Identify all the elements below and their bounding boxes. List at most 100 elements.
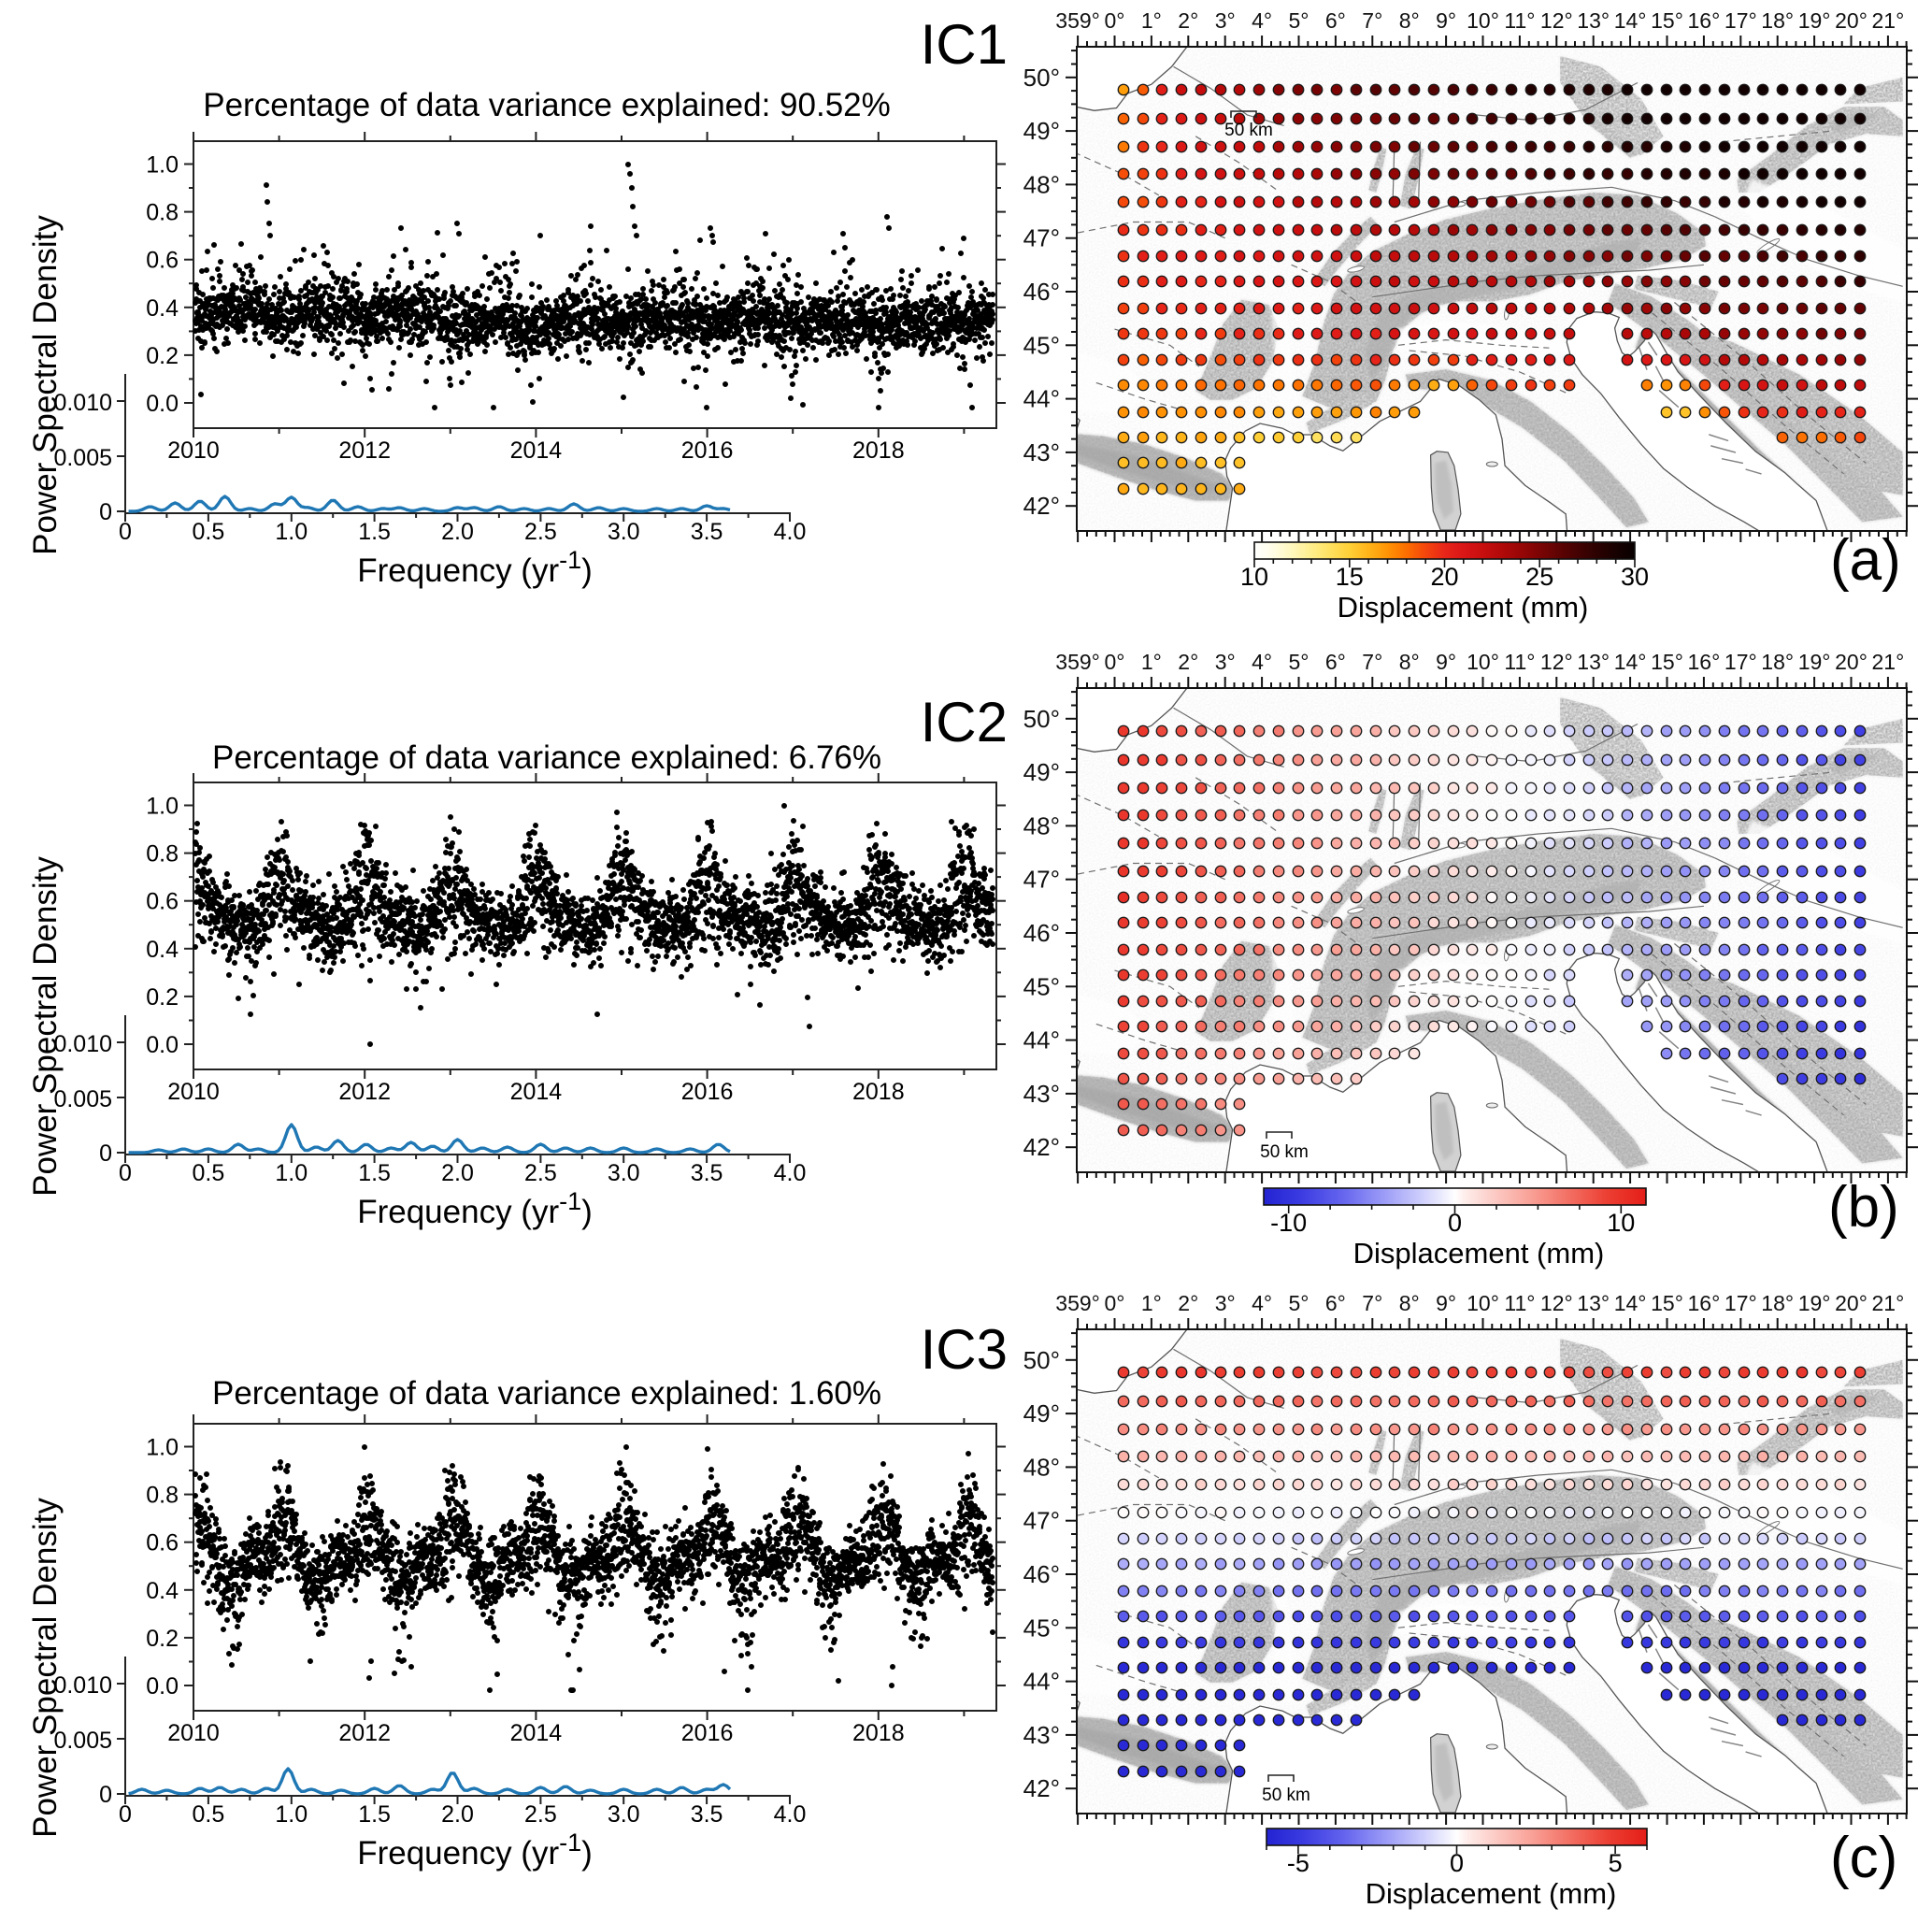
svg-text:25: 25 — [1525, 563, 1553, 591]
svg-text:2014: 2014 — [510, 1079, 563, 1105]
svg-text:Power Spectral Density: Power Spectral Density — [27, 856, 64, 1197]
svg-text:2016: 2016 — [681, 1079, 734, 1105]
svg-text:10: 10 — [1240, 563, 1268, 591]
svg-text:3.0: 3.0 — [608, 519, 640, 545]
svg-text:2012: 2012 — [338, 437, 391, 464]
svg-text:1.0: 1.0 — [146, 794, 179, 820]
svg-text:3.0: 3.0 — [608, 1160, 640, 1186]
svg-text:Power Spectral Density: Power Spectral Density — [27, 1498, 64, 1838]
svg-text:0.4: 0.4 — [146, 1578, 179, 1604]
svg-text:2.5: 2.5 — [524, 1801, 557, 1828]
svg-text:2014: 2014 — [510, 1720, 563, 1746]
svg-text:50 km: 50 km — [1262, 1786, 1310, 1805]
svg-text:0.0: 0.0 — [146, 1673, 179, 1700]
svg-text:1.0: 1.0 — [146, 152, 179, 179]
svg-text:0: 0 — [1448, 1209, 1462, 1237]
svg-text:2010: 2010 — [167, 437, 220, 464]
svg-text:0: 0 — [119, 1160, 132, 1186]
svg-text:(c): (c) — [1830, 1826, 1897, 1890]
svg-text:2018: 2018 — [852, 437, 905, 464]
svg-text:2010: 2010 — [167, 1720, 220, 1746]
svg-text:Frequency (yr-1): Frequency (yr-1) — [357, 1829, 593, 1872]
svg-text:1.0: 1.0 — [275, 1801, 308, 1828]
svg-text:Percentage of data variance ex: Percentage of data variance explained: 1… — [212, 1375, 881, 1412]
svg-text:1.0: 1.0 — [146, 1435, 179, 1461]
svg-text:(a): (a) — [1830, 528, 1901, 593]
svg-text:1.0: 1.0 — [275, 519, 308, 545]
svg-text:-5: -5 — [1287, 1849, 1309, 1877]
svg-text:4.0: 4.0 — [774, 1801, 807, 1828]
svg-text:0.0: 0.0 — [146, 391, 179, 417]
svg-text:4.0: 4.0 — [774, 1160, 807, 1186]
svg-text:2010: 2010 — [167, 1079, 220, 1105]
svg-text:0.6: 0.6 — [146, 1530, 179, 1556]
svg-text:0.5: 0.5 — [193, 1160, 225, 1186]
svg-text:0.010: 0.010 — [53, 390, 112, 416]
svg-text:0: 0 — [99, 499, 112, 525]
svg-text:1.5: 1.5 — [358, 1801, 391, 1828]
svg-text:1.0: 1.0 — [275, 1160, 308, 1186]
svg-text:1.5: 1.5 — [358, 519, 391, 545]
svg-text:20: 20 — [1430, 563, 1458, 591]
svg-text:IC1: IC1 — [921, 13, 1008, 76]
svg-text:0: 0 — [99, 1140, 112, 1167]
svg-text:0.005: 0.005 — [53, 1728, 112, 1754]
svg-text:2012: 2012 — [338, 1720, 391, 1746]
svg-text:IC3: IC3 — [921, 1318, 1008, 1381]
svg-text:2018: 2018 — [852, 1079, 905, 1105]
svg-text:0.005: 0.005 — [53, 445, 112, 471]
svg-text:0: 0 — [119, 519, 132, 545]
svg-text:3.0: 3.0 — [608, 1801, 640, 1828]
svg-text:15: 15 — [1336, 563, 1364, 591]
svg-text:Frequency (yr-1): Frequency (yr-1) — [357, 546, 593, 589]
svg-text:Power Spectral Density: Power Spectral Density — [27, 215, 64, 555]
svg-text:10: 10 — [1607, 1209, 1635, 1237]
svg-text:IC2: IC2 — [921, 691, 1008, 753]
svg-text:0.8: 0.8 — [146, 200, 179, 226]
svg-text:0.5: 0.5 — [193, 1801, 225, 1828]
svg-text:2.0: 2.0 — [441, 519, 474, 545]
svg-text:0.6: 0.6 — [146, 889, 179, 915]
svg-text:30: 30 — [1621, 563, 1649, 591]
svg-text:Percentage of data variance ex: Percentage of data variance explained: 6… — [212, 739, 881, 776]
svg-text:2.0: 2.0 — [441, 1801, 474, 1828]
svg-text:0.2: 0.2 — [146, 1626, 179, 1652]
svg-text:-10: -10 — [1270, 1209, 1307, 1237]
svg-text:2016: 2016 — [681, 437, 734, 464]
svg-text:0.0: 0.0 — [146, 1032, 179, 1058]
svg-text:0.005: 0.005 — [53, 1086, 112, 1112]
svg-text:(b): (b) — [1828, 1175, 1899, 1240]
svg-text:0: 0 — [119, 1801, 132, 1828]
svg-text:Percentage of data variance ex: Percentage of data variance explained: 9… — [203, 87, 891, 123]
svg-text:Displacement (mm): Displacement (mm) — [1353, 1237, 1605, 1269]
svg-text:0.8: 0.8 — [146, 841, 179, 868]
svg-text:Displacement (mm): Displacement (mm) — [1338, 591, 1589, 624]
svg-text:Frequency (yr-1): Frequency (yr-1) — [357, 1187, 593, 1230]
svg-text:0.4: 0.4 — [146, 295, 179, 322]
svg-text:0.8: 0.8 — [146, 1483, 179, 1509]
svg-text:3.5: 3.5 — [691, 1801, 723, 1828]
svg-text:50 km: 50 km — [1224, 121, 1273, 140]
svg-text:2018: 2018 — [852, 1720, 905, 1746]
svg-text:3.5: 3.5 — [691, 519, 723, 545]
svg-text:Displacement (mm): Displacement (mm) — [1366, 1877, 1617, 1910]
svg-text:5: 5 — [1609, 1849, 1623, 1877]
svg-text:2.5: 2.5 — [524, 1160, 557, 1186]
svg-text:0.2: 0.2 — [146, 984, 179, 1011]
svg-text:0.5: 0.5 — [193, 519, 225, 545]
svg-text:0: 0 — [99, 1782, 112, 1808]
svg-text:3.5: 3.5 — [691, 1160, 723, 1186]
svg-text:2.5: 2.5 — [524, 519, 557, 545]
svg-text:50 km: 50 km — [1260, 1142, 1309, 1162]
svg-text:1.5: 1.5 — [358, 1160, 391, 1186]
svg-text:0.010: 0.010 — [53, 1031, 112, 1057]
svg-text:2014: 2014 — [510, 437, 563, 464]
svg-text:2016: 2016 — [681, 1720, 734, 1746]
svg-text:0.4: 0.4 — [146, 937, 179, 963]
svg-text:0.6: 0.6 — [146, 248, 179, 274]
svg-text:0: 0 — [1450, 1849, 1464, 1877]
svg-text:4.0: 4.0 — [774, 519, 807, 545]
svg-text:0.2: 0.2 — [146, 343, 179, 369]
svg-text:0.010: 0.010 — [53, 1672, 112, 1699]
svg-text:2012: 2012 — [338, 1079, 391, 1105]
